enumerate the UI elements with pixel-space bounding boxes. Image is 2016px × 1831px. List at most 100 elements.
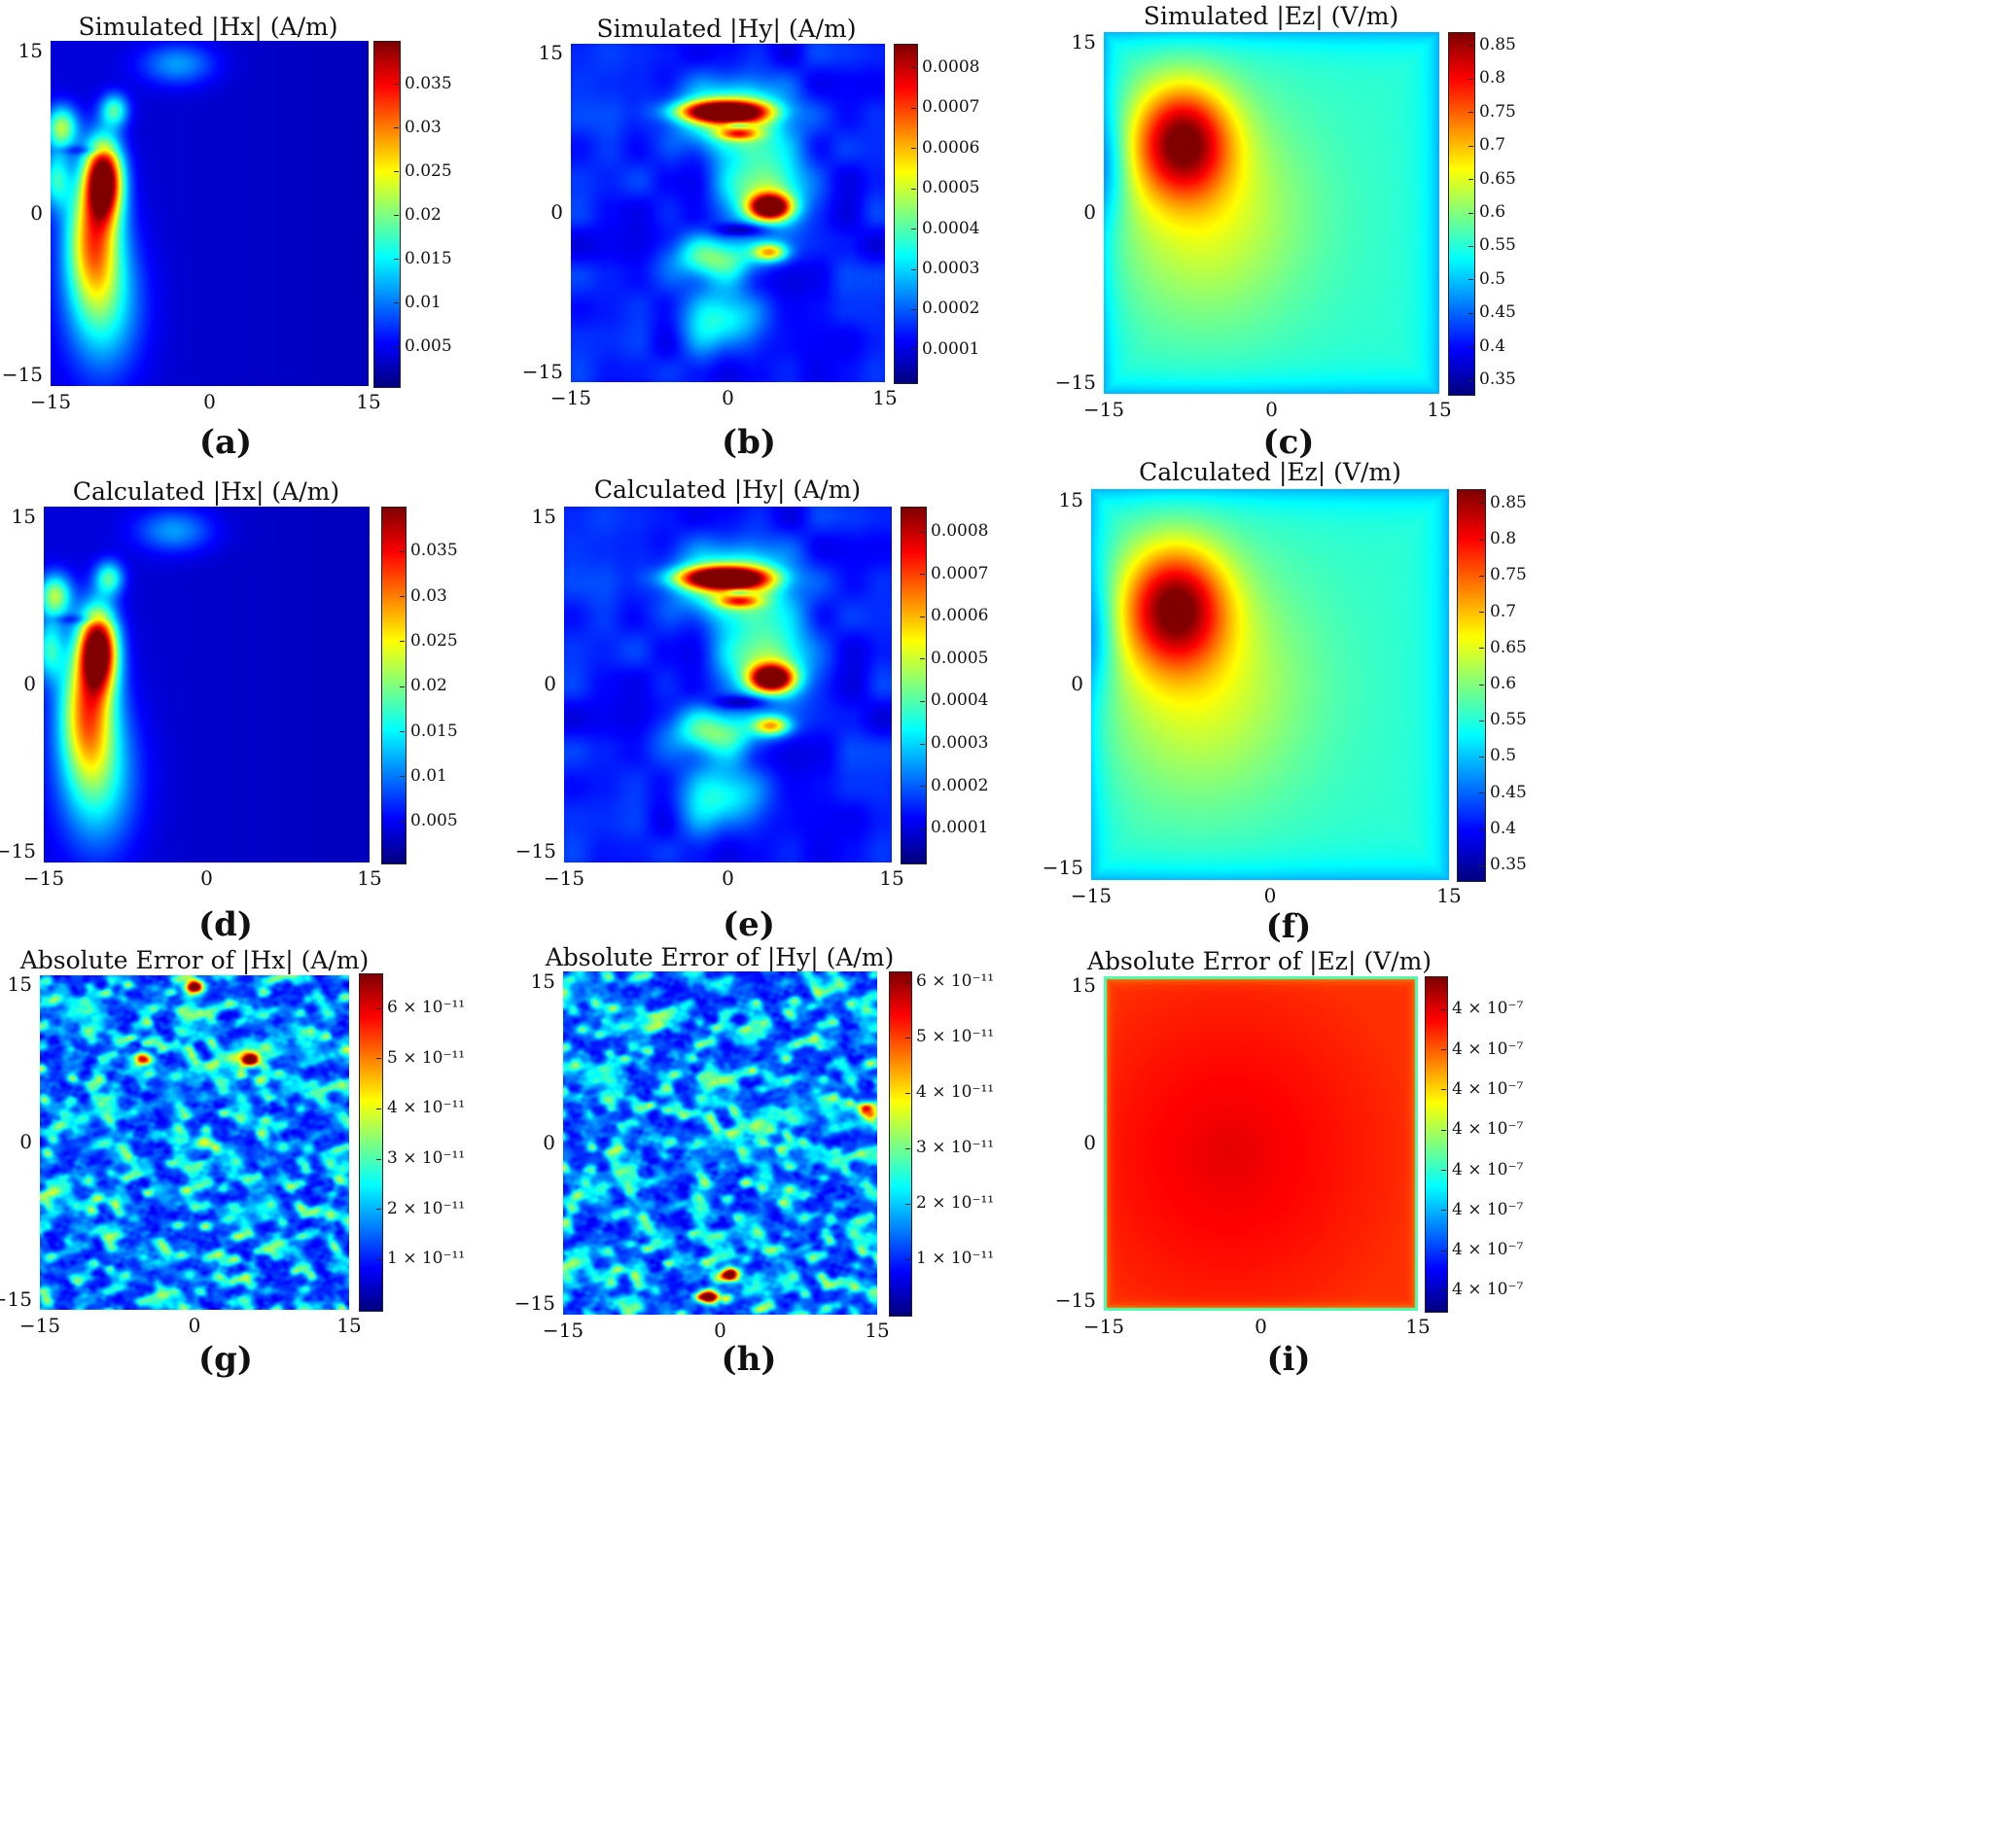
- colorbar-tick-label: 0.015: [410, 721, 458, 741]
- colorbar-tick: [1441, 1250, 1446, 1251]
- colorbar-tick: [920, 574, 925, 576]
- heatmap-image: [571, 44, 885, 382]
- panel-label: (b): [722, 423, 776, 462]
- colorbar-tick: [376, 1209, 381, 1211]
- colorbar-tick-label: 0.0005: [922, 178, 980, 198]
- colorbar-tick: [376, 1058, 381, 1060]
- colorbar-tick-label: 3 × 10⁻¹¹: [916, 1138, 995, 1158]
- colorbar-tick: [400, 821, 405, 823]
- colorbar: [373, 41, 401, 388]
- colorbar-gradient: [902, 508, 926, 863]
- x-tick-label: 0: [1265, 398, 1278, 421]
- colorbar-tick-label: 0.0006: [922, 137, 980, 158]
- colorbar-tick-label: 0.4: [1490, 818, 1517, 838]
- colorbar-tick: [911, 67, 916, 69]
- colorbar-tick-label: 0.7: [1479, 135, 1506, 156]
- panel-title: Simulated |Ez| (V/m): [1143, 2, 1399, 30]
- colorbar-tick: [376, 1158, 381, 1160]
- y-tick-label: 15: [1058, 488, 1083, 512]
- x-tick-label: 15: [865, 1319, 890, 1342]
- heatmap-plot: [1104, 32, 1439, 394]
- colorbar-tick-label: 4 × 10⁻⁷: [1452, 1280, 1524, 1300]
- colorbar-tick: [911, 349, 916, 351]
- colorbar-tick-label: 0.01: [405, 292, 442, 312]
- colorbar-tick-label: 0.0008: [922, 56, 980, 77]
- colorbar-gradient: [374, 42, 400, 387]
- colorbar-tick: [1479, 792, 1484, 794]
- y-tick-label: −15: [521, 359, 563, 383]
- colorbar-tick-label: 0.0001: [931, 818, 989, 838]
- panel-label: (f): [1265, 907, 1312, 946]
- colorbar-tick-label: 0.4: [1479, 335, 1506, 356]
- colorbar-tick: [1479, 720, 1484, 722]
- colorbar-tick: [1441, 1129, 1446, 1131]
- colorbar-tick: [911, 268, 916, 270]
- panel-title: Simulated |Hx| (A/m): [78, 13, 338, 41]
- colorbar-tick-label: 0.025: [410, 630, 458, 651]
- colorbar-gradient: [895, 45, 917, 383]
- heatmap-image: [563, 971, 877, 1315]
- colorbar: [894, 44, 918, 384]
- y-tick-label: 0: [19, 1130, 32, 1153]
- x-tick-label: 0: [203, 390, 216, 413]
- colorbar-tick: [920, 827, 925, 829]
- colorbar-tick: [1468, 145, 1473, 147]
- colorbar-tick: [905, 1147, 910, 1149]
- colorbar-tick-label: 0.035: [410, 541, 458, 561]
- y-tick-label: −15: [1054, 1287, 1096, 1312]
- colorbar-tick: [920, 743, 925, 745]
- heatmap-plot: [40, 975, 349, 1310]
- colorbar-tick-label: 6 × 10⁻¹¹: [916, 971, 995, 992]
- panel-label: (c): [1262, 423, 1315, 462]
- colorbar-tick: [1479, 575, 1484, 577]
- colorbar: [1448, 32, 1475, 396]
- x-tick-label: 0: [714, 1319, 726, 1342]
- colorbar-tick: [394, 259, 399, 261]
- colorbar-tick: [376, 1258, 381, 1260]
- colorbar-tick: [911, 188, 916, 190]
- y-tick-label: −15: [514, 839, 556, 863]
- y-tick-label: 0: [1083, 1131, 1096, 1154]
- colorbar-tick-label: 0.65: [1479, 168, 1516, 189]
- heatmap-image: [40, 975, 349, 1310]
- heatmap-image: [51, 41, 369, 386]
- colorbar-tick: [920, 786, 925, 788]
- panel-title: Absolute Error of |Hy| (A/m): [545, 943, 895, 971]
- colorbar-tick-label: 3 × 10⁻¹¹: [387, 1148, 466, 1169]
- colorbar-tick: [1468, 245, 1473, 247]
- heatmap-plot: [571, 44, 885, 382]
- y-tick-label: 15: [531, 504, 556, 528]
- colorbar-tick: [911, 107, 916, 109]
- y-tick-label: −15: [513, 1291, 555, 1316]
- colorbar-tick: [905, 1037, 910, 1039]
- colorbar-tick: [905, 1258, 910, 1260]
- colorbar-gradient: [382, 508, 406, 863]
- panel-title: Simulated |Hy| (A/m): [596, 15, 857, 43]
- colorbar-tick-label: 0.025: [405, 160, 452, 181]
- colorbar-tick: [1468, 379, 1473, 381]
- x-tick-label: 15: [1427, 398, 1452, 421]
- colorbar-tick-label: 0.0002: [931, 775, 989, 795]
- y-tick-label: 15: [18, 38, 43, 62]
- colorbar-tick-label: 0.5: [1479, 268, 1506, 289]
- colorbar-tick-label: 0.75: [1490, 565, 1527, 585]
- heatmap-image: [44, 507, 370, 863]
- colorbar-tick: [400, 776, 405, 778]
- colorbar-tick: [1468, 112, 1473, 114]
- colorbar-tick-label: 4 × 10⁻⁷: [1452, 1240, 1524, 1260]
- heatmap-plot: [51, 41, 369, 386]
- y-tick-label: −15: [1, 363, 43, 387]
- y-tick-label: −15: [1042, 855, 1083, 879]
- y-tick-label: 15: [538, 41, 563, 65]
- colorbar-tick-label: 0.85: [1490, 492, 1527, 512]
- panel-label: (h): [721, 1340, 777, 1379]
- y-tick-label: 15: [530, 968, 555, 993]
- colorbar-tick-label: 0.0007: [931, 563, 989, 583]
- colorbar: [889, 971, 912, 1317]
- x-tick-label: 15: [336, 1314, 362, 1337]
- colorbar-tick-label: 0.0004: [922, 218, 980, 238]
- colorbar-tick-label: 0.75: [1479, 101, 1516, 122]
- colorbar-tick: [1479, 612, 1484, 614]
- colorbar-tick-label: 0.5: [1490, 746, 1517, 766]
- colorbar-tick: [1468, 212, 1473, 214]
